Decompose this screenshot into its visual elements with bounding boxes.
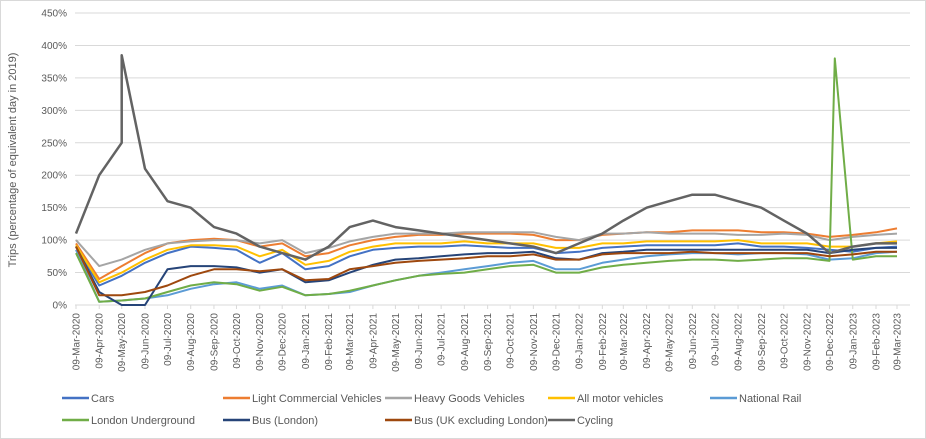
legend: Cars Light Commercial Vehicles Heavy Goods… [62, 393, 801, 427]
legend-label: Bus (UK excluding London) [414, 415, 548, 427]
legend-label: Cycling [577, 415, 613, 427]
series-line-cycling [74, 53, 897, 261]
legend-item: Cars [62, 393, 115, 405]
legend-item: Cycling [548, 415, 613, 427]
legend-label: Light Commercial Vehicles [252, 393, 382, 405]
series-line-national-rail [75, 249, 898, 303]
legend-label: National Rail [739, 393, 801, 405]
x-tick-label: 09-May-2020 [117, 313, 128, 372]
x-tick-label: 09-Jan-2023 [848, 313, 859, 370]
x-tick-label: 09-Jul-2022 [710, 313, 721, 366]
legend-item: Bus (London) [223, 415, 318, 427]
legend-item: All motor vehicles [548, 393, 664, 405]
series-line-bus-london [75, 246, 897, 306]
y-tick-label: 0% [53, 301, 68, 312]
x-tick-label: 09-Jan-2022 [575, 313, 586, 370]
x-tick-label: 09-Feb-2023 [872, 313, 883, 371]
x-tick-label: 09-May-2022 [665, 313, 676, 372]
x-tick-label: 09-Jan-2021 [301, 313, 312, 370]
x-tick-label: 09-Aug-2022 [734, 313, 745, 371]
x-tick-label: 09-Nov-2022 [803, 313, 814, 371]
x-tick-label: 09-Nov-2021 [529, 313, 540, 371]
y-tick-label: 400% [41, 41, 67, 52]
x-tick-label: 09-Jun-2020 [140, 313, 151, 370]
y-tick-label: 150% [41, 203, 67, 214]
gridlines [75, 12, 910, 306]
y-tick-label: 350% [41, 73, 67, 84]
x-tick-label: 09-Apr-2022 [642, 313, 653, 369]
x-tick-label: 09-Sep-2022 [757, 313, 768, 371]
y-tick-label: 450% [41, 9, 67, 20]
x-tick-label: 09-Apr-2021 [368, 313, 379, 369]
y-tick-label: 200% [41, 171, 67, 182]
series-line-bus-uk-excluding-london [75, 246, 897, 297]
x-tick-label: 09-Aug-2021 [460, 313, 471, 371]
legend-item: London Underground [62, 415, 195, 427]
series-line-london-underground [75, 57, 897, 303]
legend-label: London Underground [91, 415, 195, 427]
y-axis-title: Trips (percentage of equivalent day in 2… [7, 53, 19, 268]
series-line-heavy-goods-vehicles [75, 231, 898, 268]
x-tick-label: 09-Apr-2020 [95, 313, 106, 369]
y-tick-label: 300% [41, 106, 67, 117]
x-tick-label: 09-Oct-2022 [779, 313, 790, 369]
x-tick-label: 09-Mar-2020 [72, 313, 83, 371]
x-tick-label: 09-Jun-2021 [414, 313, 425, 370]
legend-item: Light Commercial Vehicles [223, 393, 382, 405]
x-tick-label: 09-Dec-2020 [278, 313, 289, 371]
legend-label: All motor vehicles [577, 393, 664, 405]
x-tick-label: 09-Feb-2022 [598, 313, 609, 371]
x-tick-label: 09-Feb-2021 [324, 313, 335, 371]
y-tick-label: 50% [47, 268, 67, 279]
x-tick-label: 09-Nov-2020 [255, 313, 266, 371]
x-tick-label: 09-Dec-2022 [825, 313, 836, 371]
series-lines [74, 53, 898, 306]
y-tick-label: 100% [41, 236, 67, 247]
legend-item: Bus (UK excluding London) [385, 415, 548, 427]
y-axis-ticks: 0% 50% 100% 150% 200% 250% 300% 350% 400% 450% [41, 9, 67, 312]
x-tick-label: 09-Aug-2020 [186, 313, 197, 371]
x-tick-label: 09-Jun-2022 [688, 313, 699, 370]
x-tick-label: 09-Dec-2021 [551, 313, 562, 371]
x-tick-label: 09-Sep-2020 [209, 313, 220, 371]
legend-item: National Rail [710, 393, 801, 405]
x-tick-label: 09-Mar-2023 [893, 313, 904, 371]
y-tick-label: 250% [41, 138, 67, 149]
x-axis-ticks: 09-Mar-2020 09-Apr-2020 09-May-2020 09-Jun-… [72, 305, 904, 372]
legend-label: Heavy Goods Vehicles [414, 393, 525, 405]
x-tick-label: 09-Sep-2021 [483, 313, 494, 371]
legend-item: Heavy Goods Vehicles [385, 393, 525, 405]
x-tick-label: 09-Jul-2020 [163, 313, 174, 366]
x-tick-label: 09-Oct-2021 [506, 313, 517, 369]
x-tick-label: 09-Jul-2021 [437, 313, 448, 366]
x-tick-label: 09-May-2021 [391, 313, 402, 372]
x-tick-label: 09-Mar-2021 [345, 313, 356, 371]
legend-label: Bus (London) [252, 415, 318, 427]
x-tick-label: 09-Oct-2020 [232, 313, 243, 369]
x-tick-label: 09-Mar-2022 [619, 313, 630, 371]
series-line-all-motor-vehicles [75, 239, 898, 284]
legend-label: Cars [91, 393, 115, 405]
series-line-light-commercial-vehicles [75, 227, 898, 280]
